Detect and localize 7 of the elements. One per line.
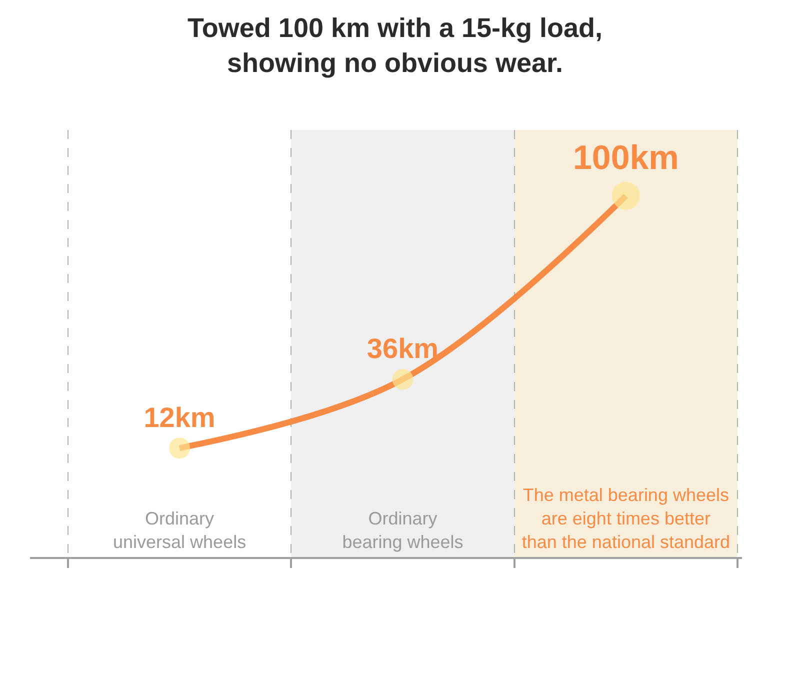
data-label: 36km (366, 333, 439, 364)
x-tick-label: Ordinary universal wheels (113, 508, 246, 552)
data-label: 12km (144, 402, 216, 433)
data-label: 100km (573, 138, 679, 177)
chart-title: Towed 100 km with a 15-kg load, showing no obvious wear. (187, 13, 603, 78)
x-tick-label: The metal bearing wheels are eight times better than the national standard (522, 485, 730, 552)
x-tick-label: Ordinary bearing wheels (342, 508, 464, 552)
